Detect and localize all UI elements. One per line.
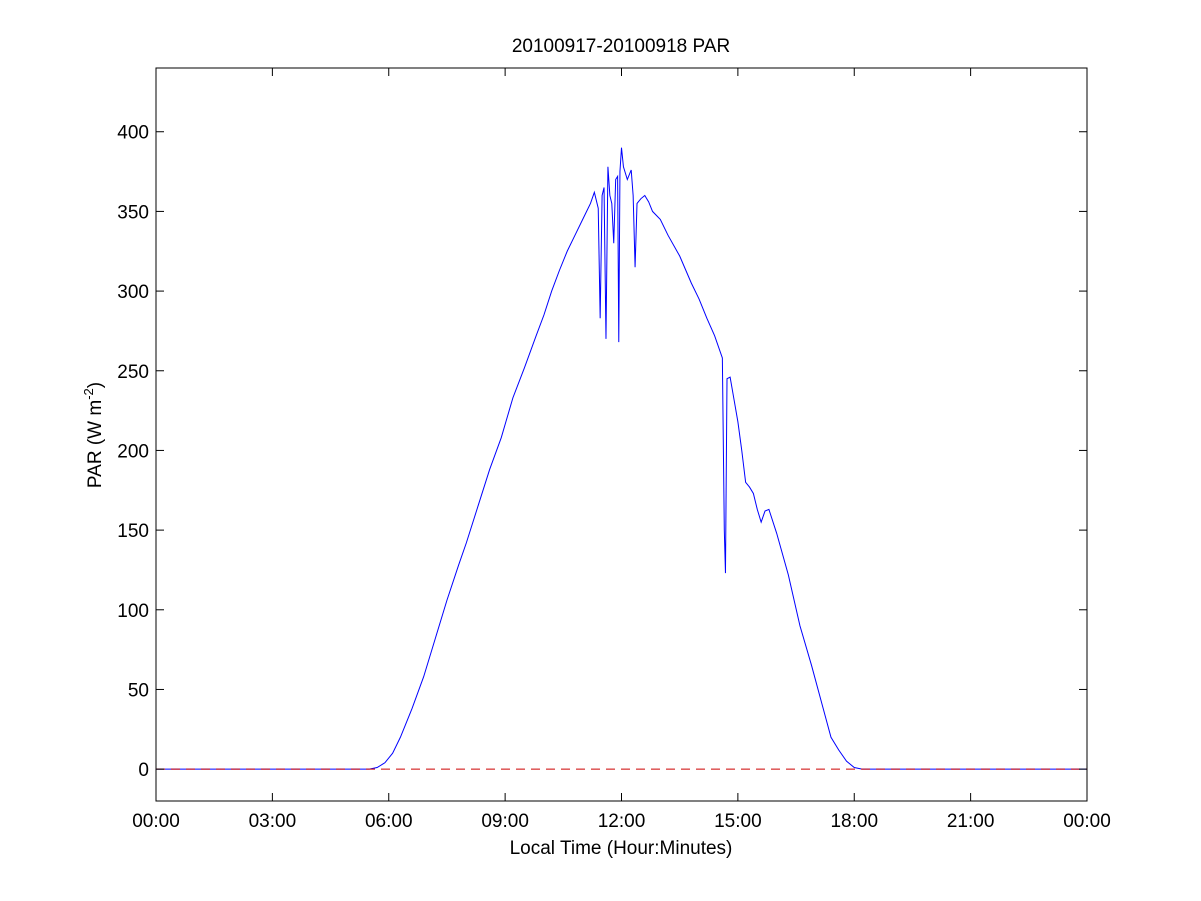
- x-tick-label: 09:00: [481, 811, 529, 832]
- y-axis-label-text: PAR (W m: [85, 400, 106, 488]
- y-axis-label: PAR (W m-2): [81, 382, 106, 488]
- y-tick-labels: 0 50 100 150 200 250 300 350 400: [117, 123, 149, 781]
- y-tick-label: 100: [117, 601, 149, 622]
- x-tick-label: 06:00: [365, 811, 413, 832]
- x-tick-label: 18:00: [830, 811, 878, 832]
- x-axis-label: Local Time (Hour:Minutes): [510, 838, 733, 859]
- y-tick-label: 300: [117, 282, 149, 303]
- x-tick-label: 15:00: [714, 811, 762, 832]
- x-tick-label: 12:00: [598, 811, 646, 832]
- x-tick-label: 00:00: [1063, 811, 1111, 832]
- x-tick-label: 00:00: [132, 811, 180, 832]
- par-series-line: [156, 147, 1087, 770]
- y-tick-label: 200: [117, 441, 149, 462]
- y-tick-label: 250: [117, 362, 149, 383]
- y-tick-label: 350: [117, 202, 149, 223]
- x-tick-label: 21:00: [947, 811, 995, 832]
- plot-frame: [155, 67, 1088, 802]
- chart-title: 20100917-20100918 PAR: [512, 36, 730, 57]
- x-tick-label: 03:00: [249, 811, 297, 832]
- y-tick-label: 150: [117, 521, 149, 542]
- plot-area: [155, 67, 1088, 802]
- y-axis-label-close: ): [85, 382, 106, 388]
- y-tick-label: 0: [138, 760, 149, 781]
- series-layer: [156, 147, 1087, 770]
- ticks-layer: [155, 68, 1088, 801]
- x-tick-labels: 00:00 03:00 06:00 09:00 12:00 15:00 18:00 21:00…: [132, 811, 1111, 832]
- y-tick-label: 50: [128, 680, 149, 701]
- y-tick-label: 400: [117, 123, 149, 144]
- y-axis-label-superscript: -2: [81, 388, 96, 400]
